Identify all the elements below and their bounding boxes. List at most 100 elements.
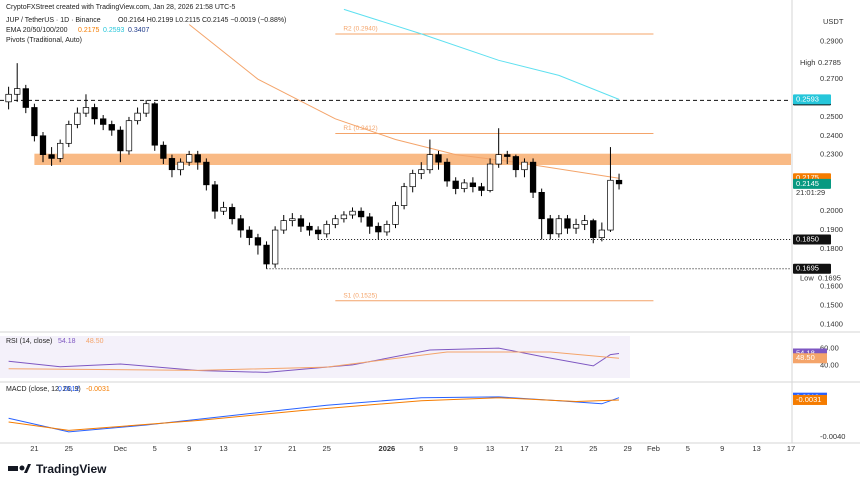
candle-body xyxy=(504,154,511,157)
price-label: 0.2175 xyxy=(796,173,819,182)
y-tick-label: 0.2400 xyxy=(820,131,843,140)
logo-text: TradingView xyxy=(36,462,107,476)
y-tick-label: 0.1400 xyxy=(820,319,843,328)
y-tick-label: 0.1900 xyxy=(820,225,843,234)
x-tick-label: 5 xyxy=(686,444,690,453)
legend-value: 54.18 xyxy=(58,338,76,345)
candle-body xyxy=(564,218,571,229)
candle-body xyxy=(529,161,537,193)
logo-mark xyxy=(24,464,31,473)
ema-value: 0.2593 xyxy=(103,27,125,34)
candle-body xyxy=(581,220,588,225)
candle-body xyxy=(426,154,434,171)
ema-value: 0.3407 xyxy=(128,27,150,34)
x-tick-label: 29 xyxy=(623,444,631,453)
candle-body xyxy=(151,103,158,146)
candle-body xyxy=(186,154,193,163)
credit: CryptoFXStreet created with TradingView.… xyxy=(6,4,236,11)
candle-body xyxy=(211,184,219,212)
value-box-label: 54.18 xyxy=(796,348,815,357)
candle-body xyxy=(91,107,98,120)
candle-body xyxy=(125,120,133,152)
candle-body xyxy=(418,169,425,174)
candle-body xyxy=(100,118,107,125)
candle-body xyxy=(435,154,442,163)
y-tick-label: 0.1800 xyxy=(820,244,843,253)
level-box xyxy=(793,234,831,245)
rsi-band xyxy=(0,336,630,378)
candle-body xyxy=(495,154,502,165)
candle-body xyxy=(220,207,227,212)
indicator-line xyxy=(8,397,620,431)
extreme-name: High xyxy=(800,58,815,67)
candle-body xyxy=(469,182,477,188)
candle-body xyxy=(590,220,597,238)
legend-value: 48.50 xyxy=(86,338,104,345)
candle-body xyxy=(461,182,468,189)
candle-body xyxy=(74,112,81,125)
candle-body xyxy=(452,180,459,189)
ema-value: 0.2175 xyxy=(78,27,100,34)
candle-body xyxy=(22,88,29,108)
extreme-value: 0.2785 xyxy=(818,58,841,67)
y-tick-label: 40.00 xyxy=(820,360,839,369)
x-tick-label: 13 xyxy=(486,444,494,453)
candle-body xyxy=(289,218,296,221)
candle-body xyxy=(48,154,55,159)
y-tick-label: 0.2500 xyxy=(820,112,843,121)
candle-body xyxy=(254,237,262,246)
x-tick-label: 9 xyxy=(454,444,458,453)
level-label: 0.1850 xyxy=(796,234,819,243)
indicator-line xyxy=(8,351,620,371)
candle-body xyxy=(486,163,494,191)
candle-body xyxy=(297,218,305,227)
candle-body xyxy=(340,214,348,220)
value-box-label: -0.0031 xyxy=(796,395,821,404)
price-label: 0.2145 xyxy=(796,179,819,188)
logo: TradingView xyxy=(8,462,107,476)
candle-body xyxy=(547,218,554,235)
x-tick-label: 21 xyxy=(555,444,563,453)
candle-body xyxy=(194,154,201,163)
x-tick-label: 13 xyxy=(219,444,227,453)
x-tick-label: 2026 xyxy=(379,444,396,453)
x-tick-label: Feb xyxy=(647,444,660,453)
candle-body xyxy=(615,179,623,185)
candle-body xyxy=(392,205,399,225)
extreme-value: 0.1695 xyxy=(818,274,841,283)
candle-body xyxy=(332,218,339,225)
candle-body xyxy=(228,207,236,220)
candle-body xyxy=(512,156,520,171)
x-tick-label: Dec xyxy=(114,444,128,453)
legend-value: 0.0012 xyxy=(58,386,80,393)
x-tick-label: 25 xyxy=(589,444,597,453)
candle-body xyxy=(521,161,528,171)
candle-body xyxy=(108,124,115,131)
value-box xyxy=(793,394,827,405)
candle-body xyxy=(31,107,38,137)
y-tick-label: 60.00 xyxy=(820,344,839,353)
candle-body xyxy=(366,216,373,227)
pivot-label: R2 (0.2940) xyxy=(343,26,377,33)
candle-body xyxy=(39,135,47,155)
candle-body xyxy=(280,220,287,231)
candle-body xyxy=(117,129,124,152)
unit: USDT xyxy=(823,17,844,26)
candle-body xyxy=(263,244,270,265)
level-label: 0.1695 xyxy=(796,264,819,273)
candle-body xyxy=(237,218,244,231)
x-tick-label: 21 xyxy=(288,444,296,453)
price-box xyxy=(793,94,831,105)
candle-body xyxy=(65,124,72,144)
pivots-title: Pivots (Traditional, Auto) xyxy=(6,37,82,44)
y-tick-label: -0.0040 xyxy=(820,432,845,441)
x-tick-label: 17 xyxy=(787,444,795,453)
candle-body xyxy=(400,186,408,206)
candle-body xyxy=(607,179,614,231)
candle-body xyxy=(383,224,391,233)
x-tick-label: 13 xyxy=(752,444,760,453)
x-tick-label: 25 xyxy=(65,444,73,453)
candle-body xyxy=(443,161,451,182)
pivot-label: R1 (0.2412) xyxy=(343,125,377,132)
